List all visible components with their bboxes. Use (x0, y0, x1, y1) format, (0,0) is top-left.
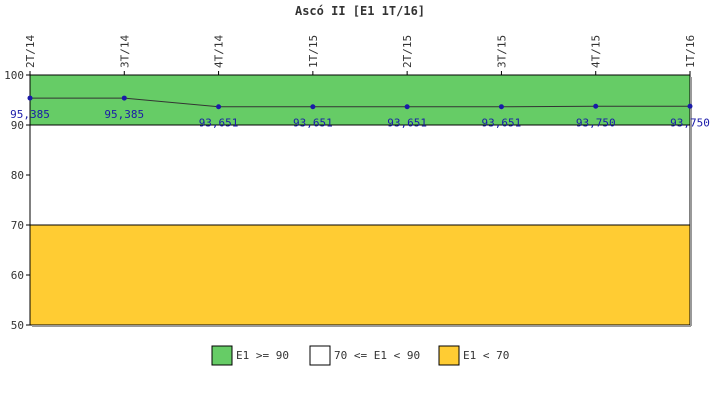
y-tick-label: 50 (11, 319, 24, 332)
band-1 (29, 124, 691, 226)
data-label: 93,651 (199, 117, 239, 130)
x-tick-label: 1T/15 (307, 35, 320, 68)
data-label: 95,385 (10, 108, 50, 121)
legend-swatch (438, 345, 460, 366)
series-line (30, 97, 690, 108)
data-label: 95,385 (104, 108, 144, 121)
data-point (121, 95, 127, 101)
x-tick-label: 4T/15 (590, 35, 603, 68)
x-tick-label: 2T/14 (24, 35, 37, 68)
data-point (498, 104, 504, 110)
x-tick-label: 1T/16 (684, 35, 697, 68)
x-tick-label: 4T/14 (213, 35, 226, 68)
band-2 (29, 224, 691, 326)
x-axis: 2T/14 3T/14 4T/14 1T/15 2T/15 3T/15 4T/15 1T/16 (24, 35, 697, 75)
legend-label: E1 >= 90 (236, 349, 289, 362)
y-tick-label: 60 (11, 269, 24, 282)
y-tick-label: 70 (11, 219, 24, 232)
data-label: 93,750 (576, 116, 616, 129)
legend-label: 70 <= E1 < 90 (334, 349, 420, 362)
x-tick-label: 3T/15 (495, 35, 508, 68)
data-label: 93,651 (387, 117, 427, 130)
data-labels: 95,385 95,385 93,651 93,651 93,651 93,651 93,7… (10, 108, 710, 130)
data-label: 93,651 (293, 117, 333, 130)
legend: E1 >= 90 70 <= E1 < 90 E1 < 70 (211, 345, 509, 366)
bands-layer (29, 74, 691, 326)
data-label: 93,750 (670, 116, 710, 129)
y-axis: 50 60 70 80 90 100 (4, 69, 31, 332)
data-point (27, 95, 33, 101)
data-point (687, 103, 693, 109)
legend-swatch (211, 345, 233, 366)
series-layer (27, 95, 693, 110)
y-tick-label: 80 (11, 169, 24, 182)
data-point (216, 104, 222, 110)
data-point (404, 104, 410, 110)
chart-title: Ascó II [E1 1T/16] (295, 4, 425, 18)
x-tick-label: 2T/15 (401, 35, 414, 68)
legend-swatch (309, 345, 331, 366)
y-tick-label: 100 (4, 69, 24, 82)
data-label: 93,651 (482, 117, 522, 130)
x-tick-label: 3T/14 (118, 35, 131, 68)
legend-label: E1 < 70 (463, 349, 509, 362)
data-point (593, 103, 599, 109)
y-tick-label: 90 (11, 119, 24, 132)
data-point (310, 104, 316, 110)
